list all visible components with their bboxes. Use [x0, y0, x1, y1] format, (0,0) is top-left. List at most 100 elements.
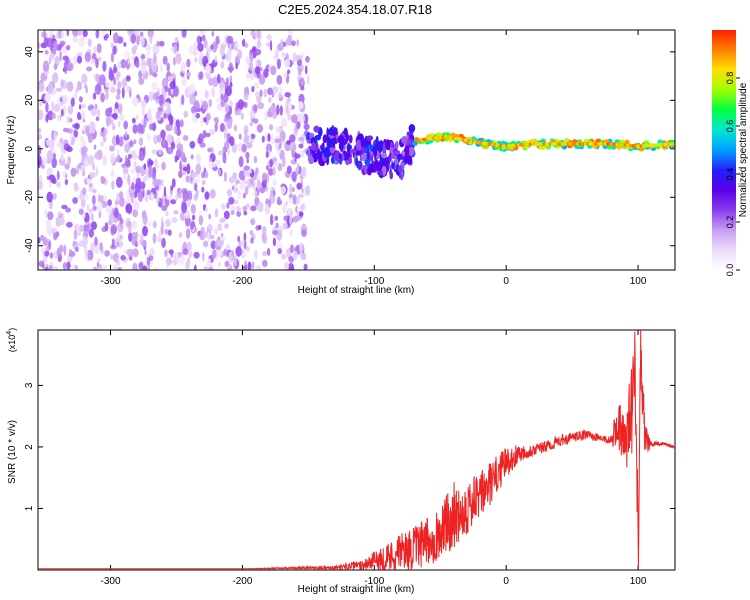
- spectrogram-cell: [64, 164, 70, 170]
- spectrogram-cell: [296, 162, 300, 173]
- snr-scale-suffix: ): [7, 328, 17, 331]
- spectrogram-cell: [280, 38, 284, 48]
- spectrogram-cell: [282, 204, 287, 215]
- spectrogram-cell: [404, 156, 409, 164]
- spectrogram-frame: [37, 29, 676, 271]
- spectrogram-cell: [243, 171, 247, 177]
- spectrogram-cell: [214, 208, 219, 218]
- spectrogram-cell: [112, 45, 117, 55]
- spectrogram-cell: [53, 104, 61, 112]
- spectrogram-cell: [114, 102, 119, 109]
- spectrogram-cell: [200, 97, 203, 105]
- spectrogram-cell: [52, 193, 57, 200]
- spectrogram-cell: [198, 215, 204, 226]
- spectrogram-cell: [281, 155, 286, 168]
- spectrogram-cell: [329, 126, 333, 136]
- spectrogram-cell: [235, 246, 242, 257]
- spectrogram-cell: [262, 250, 268, 257]
- spectrogram-cell: [109, 106, 113, 114]
- spectrogram-cell: [116, 88, 121, 96]
- spectrogram-cell: [104, 222, 109, 232]
- spectrogram-cell: [57, 211, 62, 217]
- spectrogram-cell: [161, 87, 166, 95]
- spectrogram-cell: [337, 135, 345, 144]
- spectrogram-cell: [138, 262, 144, 270]
- spectrogram-cell: [58, 157, 66, 166]
- spectrogram-cell: [239, 180, 245, 191]
- spectrogram-cell: [143, 146, 146, 157]
- spectrogram-cell: [197, 42, 204, 52]
- spectrogram-cell: [313, 125, 320, 133]
- spectrogram-cell: [43, 30, 46, 39]
- spectrogram-cell: [208, 213, 211, 220]
- spectrogram-cell: [111, 180, 115, 190]
- spectrogram-cell: [110, 224, 118, 235]
- spectrogram-cell: [199, 36, 203, 43]
- spectrogram-cell: [161, 205, 168, 212]
- spectrogram-cell: [49, 265, 53, 270]
- spectrogram-cell: [224, 132, 227, 139]
- spectrogram-cell: [245, 151, 250, 159]
- spectrogram-cell: [254, 190, 258, 199]
- spectrogram-cell: [73, 128, 78, 138]
- spectrogram-cell: [296, 206, 300, 217]
- spectrogram-cell: [224, 86, 232, 96]
- spectrogram-cell: [113, 265, 118, 270]
- spectrogram-cell: [219, 122, 225, 133]
- spectrogram-cell: [207, 223, 213, 230]
- spectrogram-cell: [202, 230, 206, 240]
- spectrogram-cell: [238, 133, 242, 140]
- spectrogram-cell: [261, 172, 268, 181]
- spectrogram-cell: [311, 142, 317, 151]
- spectrogram-cell: [76, 52, 83, 58]
- spectrogram-ytick-label: 40: [24, 46, 35, 58]
- spectrogram-cell: [72, 263, 76, 270]
- spectrogram-cell: [150, 58, 154, 69]
- spectrogram-cell: [266, 34, 273, 41]
- spectrogram-cell: [366, 135, 374, 141]
- spectrogram-cell: [406, 139, 412, 145]
- spectrogram-cell: [45, 102, 49, 113]
- spectrogram-cell: [393, 164, 397, 170]
- spectrogram-cell: [280, 253, 287, 260]
- spectrogram-cell: [249, 178, 253, 186]
- spectrogram-cell: [52, 266, 59, 270]
- spectrogram-cell: [391, 142, 395, 149]
- spectrogram-cell: [194, 183, 198, 192]
- spectrogram-cell: [67, 105, 74, 115]
- spectrogram-cell: [298, 193, 304, 199]
- spectrogram-cell: [409, 131, 412, 139]
- spectrogram-ridge-cell: [671, 142, 675, 146]
- spectrogram-cell: [170, 199, 177, 205]
- spectrogram-cell: [276, 74, 283, 85]
- spectrogram-cell: [298, 67, 302, 76]
- snr-ytick-label: 1: [24, 505, 35, 511]
- spectrogram-cell: [141, 64, 146, 75]
- spectrogram-cell: [115, 176, 123, 188]
- spectrogram-cell: [220, 235, 226, 241]
- spectrogram-cell: [212, 76, 219, 88]
- spectrogram-cell: [56, 170, 60, 181]
- spectrogram-cell: [220, 43, 226, 51]
- spectrogram-cell: [163, 186, 167, 198]
- spectrogram-cell: [138, 77, 145, 86]
- spectrogram-cell: [77, 30, 82, 36]
- spectrogram-cell: [111, 238, 115, 249]
- spectrogram-cell: [228, 251, 234, 262]
- spectrogram-cell: [269, 124, 274, 131]
- spectrogram-cell: [257, 225, 262, 230]
- spectrogram-cell: [46, 139, 51, 146]
- spectrogram-xtick-label: -200: [232, 276, 252, 287]
- spectrogram-cell: [395, 140, 399, 149]
- spectrogram-cell: [295, 54, 302, 60]
- spectrogram-cell: [238, 170, 246, 181]
- spectrogram-cell: [179, 119, 184, 128]
- spectrogram-cell: [44, 50, 49, 55]
- spectrogram-cell: [276, 104, 280, 116]
- spectrogram-cell: [287, 101, 292, 114]
- spectrogram-cell: [79, 224, 85, 233]
- spectrogram-cell: [338, 141, 344, 151]
- spectrogram-cell: [129, 140, 134, 148]
- spectrogram-cell: [161, 77, 169, 89]
- spectrogram-cell: [258, 74, 266, 85]
